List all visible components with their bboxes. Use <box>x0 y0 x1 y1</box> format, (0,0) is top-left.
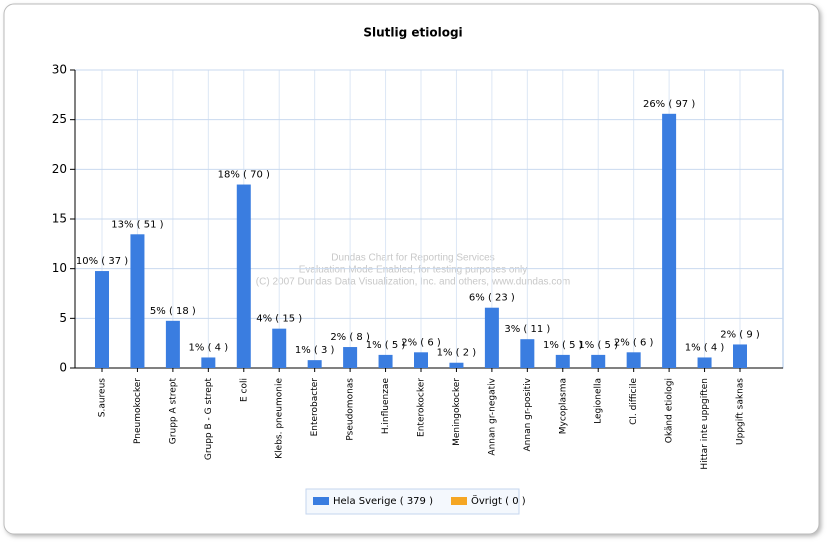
x-tick-label: E coli <box>239 378 249 402</box>
bar <box>307 360 322 368</box>
y-tick-label: 5 <box>59 311 67 325</box>
bar <box>626 352 641 368</box>
bar <box>449 362 464 368</box>
x-tick-label: Annan gr-positiv <box>523 377 533 451</box>
data-label: 1% ( 3 ) <box>295 345 335 356</box>
data-label: 26% ( 97 ) <box>643 99 695 110</box>
bar <box>343 347 358 368</box>
data-label: 5% ( 18 ) <box>150 306 196 317</box>
data-label: 6% ( 23 ) <box>469 293 515 304</box>
data-label: 1% ( 5 ) <box>543 340 583 351</box>
x-tick-label: Annan gr-negativ <box>487 377 497 455</box>
x-tick-label: Meningokocker <box>452 378 462 446</box>
y-tick-label: 10 <box>52 261 67 275</box>
x-tick-label: Okänd etiologi <box>665 378 675 443</box>
y-tick-label: 15 <box>52 212 67 226</box>
data-label: 4% ( 15 ) <box>256 314 302 325</box>
data-label: 1% ( 4 ) <box>685 342 725 353</box>
y-tick-label: 20 <box>52 162 67 176</box>
x-tick-label: Enterobacter <box>310 378 320 437</box>
data-label: 2% ( 9 ) <box>720 329 760 340</box>
x-tick-label: Grupp B - G strept <box>204 378 214 461</box>
x-tick-label: Enterokocker <box>417 378 427 437</box>
x-tick-label: Pneumokocker <box>133 378 143 444</box>
data-label: 13% ( 51 ) <box>111 219 163 230</box>
bar <box>236 184 251 368</box>
x-tick-label: H.influenzae <box>381 378 391 435</box>
x-tick-label: Grupp A strept <box>168 378 178 445</box>
bar <box>484 307 499 368</box>
data-label: 1% ( 2 ) <box>437 348 477 359</box>
bar <box>697 357 712 368</box>
x-tick-label: Legionella <box>594 378 604 424</box>
data-label: 2% ( 6 ) <box>401 337 441 348</box>
watermark: (C) 2007 Dundas Data Visualization, Inc.… <box>256 277 570 288</box>
data-label: 2% ( 6 ) <box>614 337 654 348</box>
bar <box>130 234 145 368</box>
data-label: 1% ( 5 ) <box>578 340 618 351</box>
bar <box>662 113 677 368</box>
bar <box>378 354 393 368</box>
bar <box>414 352 428 368</box>
x-tick-label: Uppgift saknas <box>736 378 746 445</box>
y-tick-label: 0 <box>59 361 67 375</box>
data-label: 10% ( 37 ) <box>76 256 128 267</box>
bar <box>520 339 535 368</box>
data-label: 1% ( 4 ) <box>189 342 229 353</box>
bar <box>591 354 606 368</box>
bar <box>272 328 287 368</box>
x-tick-label: Pseudomonas <box>346 378 356 441</box>
x-tick-label: Cl. difficile <box>629 378 639 425</box>
legend-label: Hela Sverige ( 379 ) <box>333 496 433 507</box>
legend <box>305 488 520 515</box>
watermark: Dundas Chart for Reporting Services <box>331 253 494 264</box>
data-label: 1% ( 5 ) <box>366 340 406 351</box>
bar <box>165 320 180 368</box>
x-tick-label: S.aureus <box>98 378 108 418</box>
legend-label: Övrigt ( 0 ) <box>471 494 526 507</box>
x-tick-label: Mycoplasma <box>558 378 568 434</box>
x-tick-label: Hittar inte uppgiften <box>700 378 710 470</box>
x-tick-label: Klebs. pneumonie <box>275 378 285 459</box>
y-tick-label: 30 <box>52 63 67 77</box>
bar <box>201 357 216 368</box>
bar <box>555 354 570 368</box>
legend-swatch <box>451 497 467 505</box>
bar <box>95 271 109 368</box>
data-label: 3% ( 11 ) <box>504 324 550 335</box>
data-label: 18% ( 70 ) <box>218 170 270 181</box>
y-tick-label: 25 <box>52 112 67 126</box>
watermark: Evaluation Mode Enabled, for testing pur… <box>299 265 527 276</box>
chart-title: Slutlig etiologi <box>363 26 462 40</box>
data-label: 2% ( 8 ) <box>330 332 370 343</box>
legend-swatch <box>313 497 329 505</box>
bar <box>733 344 747 368</box>
